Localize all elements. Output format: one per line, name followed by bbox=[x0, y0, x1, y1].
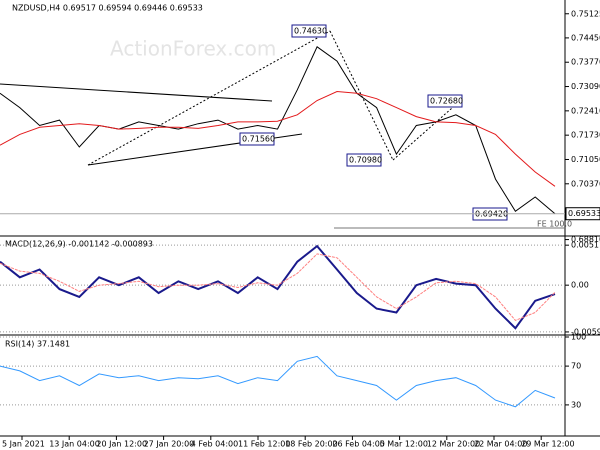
line-series bbox=[0, 244, 556, 330]
y-tick-label: -0.005978 bbox=[571, 327, 600, 336]
annotation: 0.72680 bbox=[430, 97, 463, 106]
trend-line bbox=[0, 83, 273, 102]
y-tick-label: 0.00 bbox=[571, 281, 589, 290]
annotation-box bbox=[427, 94, 463, 108]
annotation-box bbox=[346, 153, 382, 167]
annotation-box bbox=[291, 24, 327, 38]
watermark: ActionForex.com bbox=[110, 37, 276, 61]
x-tick-label: 13 Jan 04:00 bbox=[49, 440, 100, 449]
x-tick-label: 4 Feb 04:00 bbox=[191, 440, 238, 449]
x-tick-label: 11 Feb 12:00 bbox=[238, 440, 290, 449]
panel-title: MACD(12,26,9) -0.001142 -0.000893 bbox=[5, 240, 153, 249]
y-tick-label: 30 bbox=[571, 400, 581, 409]
x-tick-label: 29 Mar 12:00 bbox=[521, 440, 574, 449]
annotation: FE 100.0 bbox=[537, 220, 572, 229]
x-tick-label: 12 Mar 20:00 bbox=[427, 440, 480, 449]
last-price-box bbox=[565, 207, 600, 221]
panel-title: RSI(14) 37.1481 bbox=[5, 340, 70, 349]
x-tick-label: 18 Feb 20:00 bbox=[285, 440, 337, 449]
y-tick-label: 70 bbox=[571, 362, 581, 371]
line-series bbox=[0, 253, 556, 321]
x-tick-label: 5 Jan 2021 bbox=[2, 440, 45, 449]
trend-line bbox=[392, 100, 461, 161]
line-series bbox=[0, 46, 556, 215]
line-series bbox=[0, 355, 556, 408]
annotation: 0.71560 bbox=[242, 135, 275, 144]
annotation: 0.74630 bbox=[294, 27, 327, 36]
annotation-box bbox=[239, 132, 275, 146]
last-price-label: 0.69533 bbox=[568, 209, 600, 218]
x-tick-label: 22 Mar 04:00 bbox=[474, 440, 527, 449]
x-tick-label: 5 Mar 12:00 bbox=[380, 440, 428, 449]
line-series bbox=[0, 90, 556, 187]
y-tick-label: 0.005114 bbox=[571, 241, 600, 250]
x-tick-label: 26 Feb 04:00 bbox=[332, 440, 384, 449]
chart-title: NZDUSD,H4 0.69517 0.69594 0.69446 0.6953… bbox=[12, 4, 203, 13]
y-tick-label: 0.75125 bbox=[571, 9, 600, 18]
y-tick-label: 100 bbox=[571, 333, 586, 342]
x-tick-label: 20 Jan 12:00 bbox=[96, 440, 147, 449]
x-tick-label: 27 Jan 20:00 bbox=[144, 440, 195, 449]
annotation: 0.70980 bbox=[349, 156, 382, 165]
